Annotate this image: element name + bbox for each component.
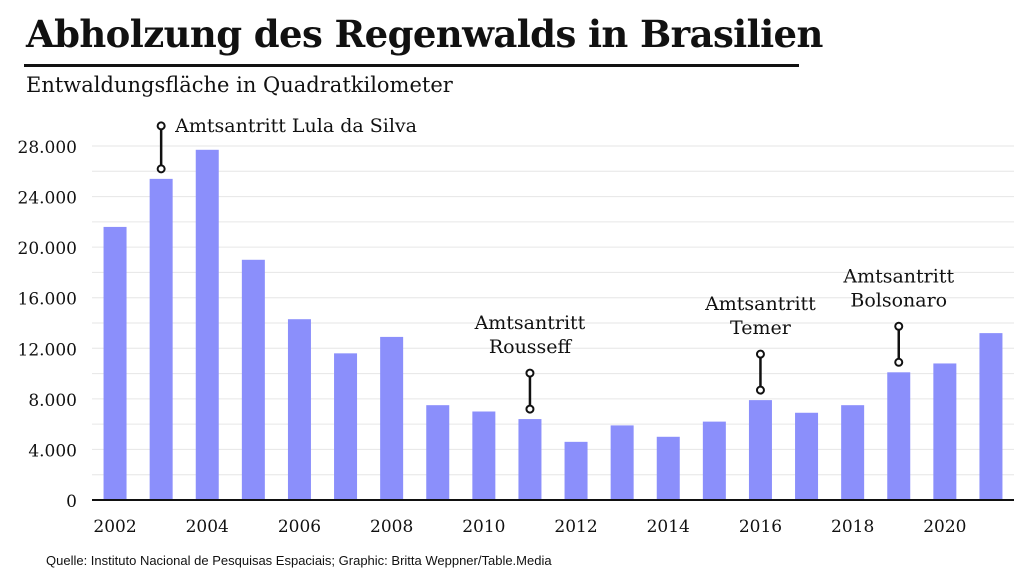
title-underline <box>24 64 799 67</box>
bar-2010 <box>472 411 496 500</box>
bar-2002 <box>103 226 127 500</box>
bars <box>103 149 1003 501</box>
bar-2020 <box>933 363 957 500</box>
bar-2011 <box>518 419 542 500</box>
bar-2021 <box>979 333 1003 500</box>
bar-2008 <box>380 336 404 500</box>
annotations: Amtsantritt Lula da SilvaAmtsantrittRous… <box>156 115 954 414</box>
bar-2016 <box>748 400 772 500</box>
chart-subtitle: Entwaldungsfläche in Quadratkilometer <box>26 73 453 97</box>
x-tick-label: 2002 <box>93 517 136 537</box>
annotation-label: Amtsantritt <box>704 293 816 315</box>
bar-2004 <box>195 149 219 501</box>
annotation-label: Amtsantritt <box>474 312 586 334</box>
x-tick-label: 2012 <box>554 517 597 537</box>
annotation-label: Amtsantritt <box>842 265 954 287</box>
annotation-marker <box>156 121 166 131</box>
x-tick-label: 2014 <box>647 517 690 537</box>
bar-2015 <box>702 421 726 500</box>
annotation-marker <box>755 385 765 395</box>
x-tick-label: 2004 <box>186 517 229 537</box>
x-tick-label: 2020 <box>923 517 966 537</box>
annotation-label: Temer <box>730 317 792 339</box>
annotation-marker <box>894 357 904 367</box>
x-tick-label: 2006 <box>278 517 321 537</box>
annotation-label: Amtsantritt Lula da Silva <box>174 115 417 137</box>
x-tick-label: 2018 <box>831 517 874 537</box>
annotation-marker <box>755 349 765 359</box>
y-tick-label: 0 <box>66 492 77 512</box>
annotation-marker <box>525 368 535 378</box>
x-tick-label: 2016 <box>739 517 782 537</box>
axes: 0 4.000 8.000 12.000 16.000 20.000 24.000 28.00… <box>18 138 1014 537</box>
y-tick-label: 4.000 <box>28 441 77 461</box>
bar-2009 <box>426 405 450 500</box>
bar-2006 <box>287 319 311 500</box>
y-tick-label: 12.000 <box>18 340 77 360</box>
annotation-marker <box>525 404 535 414</box>
bar-2003 <box>149 178 173 500</box>
annotation-marker <box>156 164 166 174</box>
x-tick-label: 2008 <box>370 517 413 537</box>
bar-2018 <box>841 405 865 500</box>
annotation-2003: Amtsantritt Lula da Silva <box>156 115 417 174</box>
bar-2005 <box>241 259 265 500</box>
y-tick-label: 24.000 <box>18 189 77 209</box>
annotation-label: Rousseff <box>489 336 573 358</box>
bar-2012 <box>564 441 588 500</box>
chart-title: Abholzung des Regenwalds in Brasilien <box>26 12 823 56</box>
bar-2014 <box>656 436 680 500</box>
y-tick-label: 20.000 <box>18 239 77 259</box>
y-tick-label: 8.000 <box>28 391 77 411</box>
y-tick-label: 16.000 <box>18 290 77 310</box>
bar-2013 <box>610 425 634 500</box>
y-tick-label: 28.000 <box>18 138 77 158</box>
bar-2017 <box>795 412 819 500</box>
annotation-marker <box>894 321 904 331</box>
bar-2019 <box>887 372 911 500</box>
x-tick-label: 2010 <box>462 517 505 537</box>
bar-2007 <box>334 353 358 500</box>
annotation-label: Bolsonaro <box>850 289 947 311</box>
source-note: Quelle: Instituto Nacional de Pesquisas … <box>46 553 552 568</box>
